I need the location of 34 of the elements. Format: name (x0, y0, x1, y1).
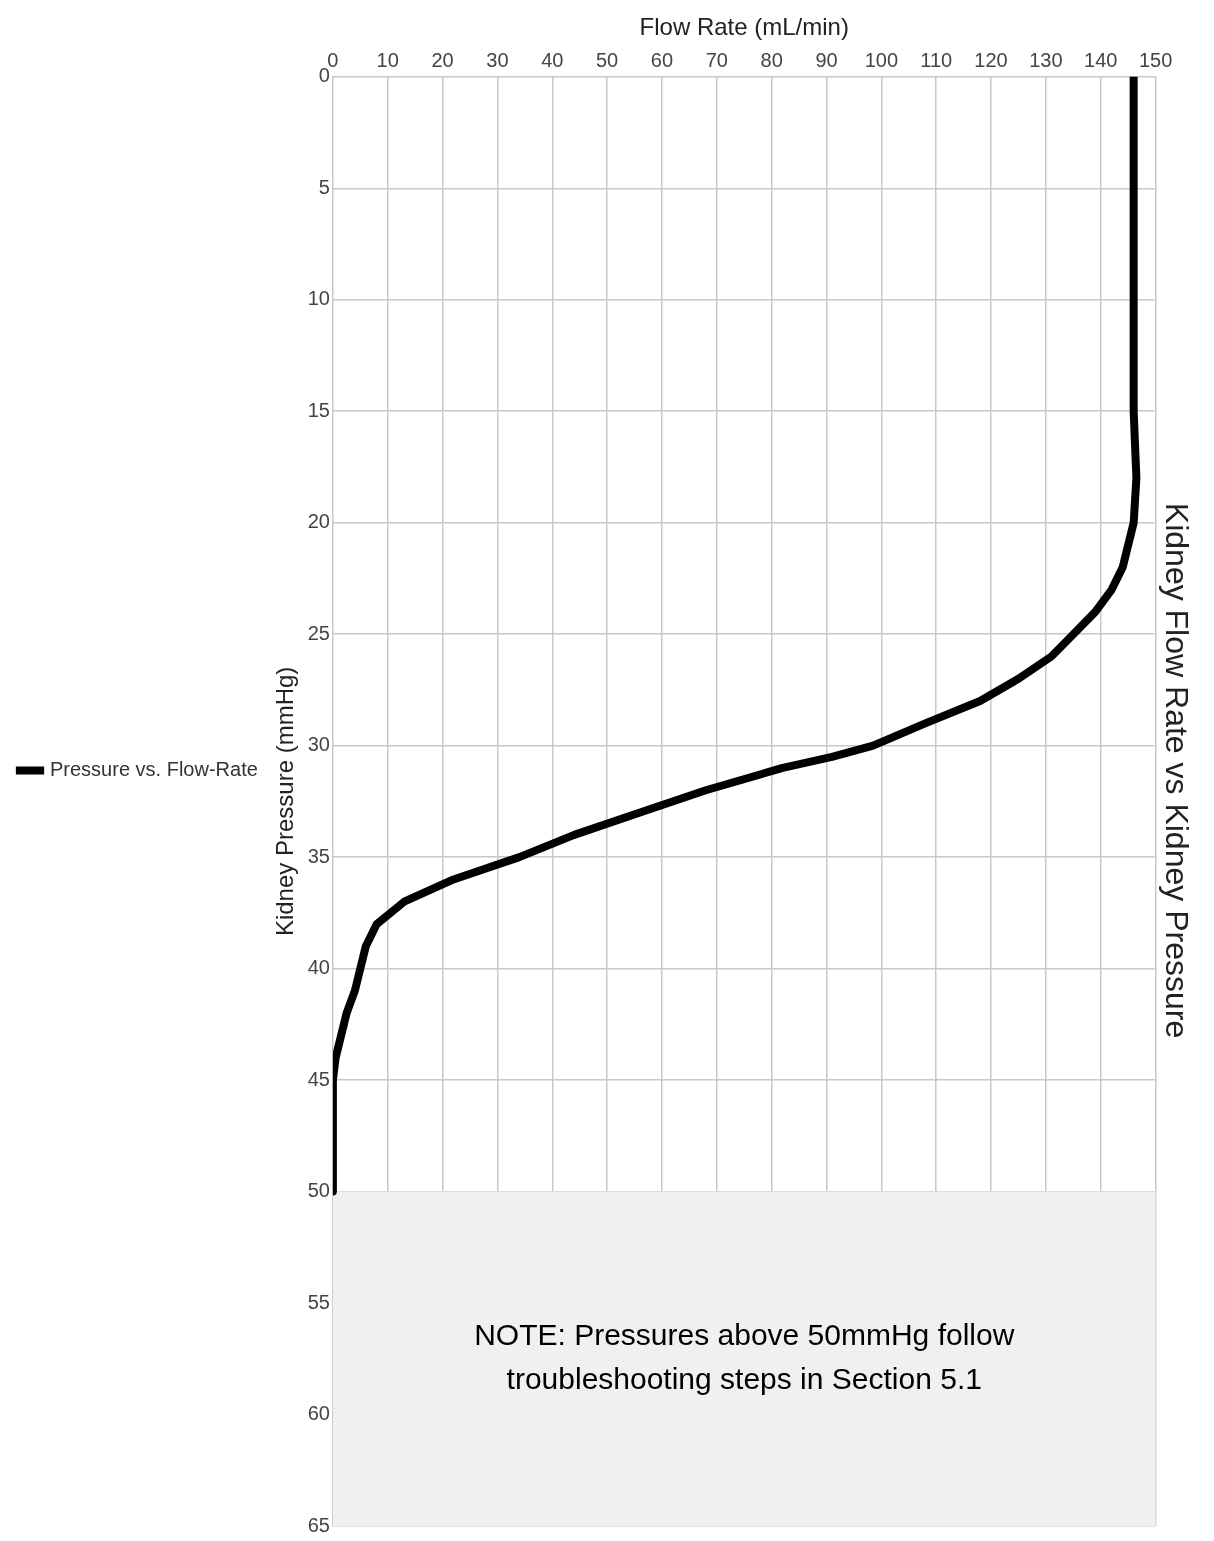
legend-label: Pressure vs. Flow-Rate (50, 758, 258, 781)
x-axis-title: Flow Rate (mL/min) (639, 13, 849, 41)
y-tick-label: 10 (307, 287, 330, 310)
y-tick-label: 35 (307, 844, 330, 867)
y-axis-title: Kidney Pressure (mmHg) (270, 666, 298, 937)
y-tick-label: 5 (318, 175, 330, 198)
x-tick-label: 50 (595, 49, 619, 72)
x-tick-label: 110 (920, 49, 953, 72)
x-tick-label: 100 (864, 49, 899, 72)
y-tick-label: 60 (307, 1402, 330, 1425)
x-tick-label: 20 (431, 49, 454, 72)
y-tick-label: 20 (307, 510, 330, 533)
y-tick-label: 55 (307, 1290, 330, 1313)
x-tick-label: 120 (974, 49, 1008, 72)
x-tick-label: 30 (486, 49, 509, 72)
x-tick-label: 80 (760, 49, 783, 72)
x-tick-label: 40 (541, 49, 564, 72)
x-tick-label: 150 (1138, 49, 1173, 72)
x-tick-label: 10 (376, 49, 399, 72)
band-label: NOTE: Pressures above 50mmHg follow troubleshooting steps in Section 5.1 (474, 1318, 1015, 1396)
y-tick-label: 25 (307, 621, 330, 644)
y-tick-label: 0 (318, 64, 330, 87)
x-tick-label: 140 (1084, 49, 1118, 72)
x-tick-label: 90 (815, 49, 838, 72)
x-tick-label: 130 (1029, 49, 1063, 72)
y-tick-label: 30 (307, 733, 330, 756)
y-tick-label: 40 (307, 956, 330, 979)
y-tick-label: 65 (307, 1513, 330, 1536)
y-tick-label: 15 (307, 398, 330, 421)
y-tick-label: 45 (307, 1067, 330, 1090)
text: Kidney Flow Rate vs Kidney Pressure (1158, 502, 1195, 1039)
y-tick-label: 50 (307, 1179, 330, 1202)
x-tick-label: 70 (705, 49, 728, 72)
x-tick-label: 60 (650, 49, 674, 72)
